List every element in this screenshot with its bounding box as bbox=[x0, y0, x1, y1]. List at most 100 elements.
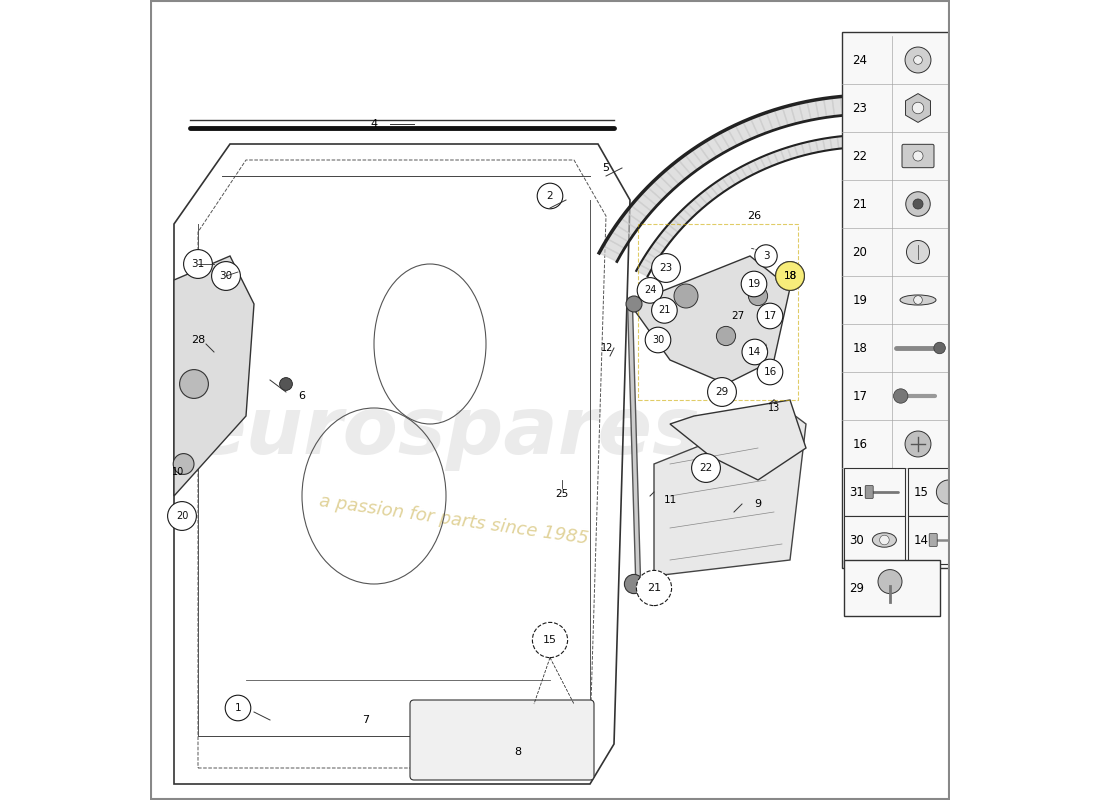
Text: 15: 15 bbox=[913, 486, 928, 498]
Polygon shape bbox=[999, 170, 1012, 185]
Circle shape bbox=[936, 480, 960, 504]
Polygon shape bbox=[723, 174, 735, 188]
Text: 9: 9 bbox=[755, 499, 761, 509]
Circle shape bbox=[893, 389, 907, 403]
Polygon shape bbox=[654, 400, 806, 576]
Text: 17: 17 bbox=[852, 390, 868, 402]
Circle shape bbox=[757, 359, 783, 385]
Text: 23: 23 bbox=[852, 102, 867, 114]
Polygon shape bbox=[1088, 199, 1100, 218]
Polygon shape bbox=[1016, 182, 1030, 196]
Text: 12: 12 bbox=[602, 343, 614, 353]
Circle shape bbox=[913, 199, 923, 209]
Polygon shape bbox=[851, 135, 859, 147]
FancyBboxPatch shape bbox=[930, 534, 937, 546]
Polygon shape bbox=[807, 100, 818, 120]
Polygon shape bbox=[774, 107, 789, 128]
Polygon shape bbox=[728, 170, 741, 185]
Polygon shape bbox=[735, 122, 751, 142]
Polygon shape bbox=[742, 118, 759, 139]
Polygon shape bbox=[1027, 190, 1041, 204]
Polygon shape bbox=[740, 164, 754, 178]
Polygon shape bbox=[859, 134, 867, 147]
Polygon shape bbox=[713, 133, 730, 153]
Polygon shape bbox=[942, 146, 953, 159]
Polygon shape bbox=[644, 253, 658, 265]
Polygon shape bbox=[750, 115, 766, 136]
Circle shape bbox=[532, 622, 568, 658]
Polygon shape bbox=[720, 129, 737, 149]
Text: 13: 13 bbox=[768, 403, 780, 413]
Circle shape bbox=[742, 339, 768, 365]
Circle shape bbox=[692, 454, 720, 482]
Polygon shape bbox=[1057, 219, 1071, 232]
Circle shape bbox=[537, 183, 563, 209]
Polygon shape bbox=[698, 141, 716, 161]
Polygon shape bbox=[898, 97, 907, 116]
Polygon shape bbox=[824, 98, 835, 118]
Polygon shape bbox=[815, 138, 825, 152]
Polygon shape bbox=[1016, 137, 1034, 157]
Circle shape bbox=[906, 241, 930, 263]
Polygon shape bbox=[959, 110, 974, 130]
Circle shape bbox=[651, 254, 681, 282]
FancyBboxPatch shape bbox=[842, 32, 954, 568]
Polygon shape bbox=[1036, 150, 1055, 170]
Circle shape bbox=[626, 296, 642, 312]
Text: 24: 24 bbox=[644, 286, 657, 295]
Text: 8: 8 bbox=[515, 747, 521, 757]
Polygon shape bbox=[603, 238, 625, 255]
FancyBboxPatch shape bbox=[950, 558, 1034, 616]
Text: 25: 25 bbox=[556, 490, 569, 499]
Polygon shape bbox=[1010, 133, 1027, 153]
Polygon shape bbox=[747, 161, 759, 174]
Polygon shape bbox=[648, 182, 668, 200]
Text: 16: 16 bbox=[852, 438, 868, 450]
Polygon shape bbox=[698, 190, 713, 204]
FancyBboxPatch shape bbox=[844, 468, 905, 516]
Text: 30: 30 bbox=[219, 271, 232, 281]
Polygon shape bbox=[1053, 214, 1067, 227]
Polygon shape bbox=[880, 135, 888, 147]
Polygon shape bbox=[767, 152, 779, 166]
FancyBboxPatch shape bbox=[908, 468, 969, 516]
Polygon shape bbox=[968, 154, 980, 169]
Polygon shape bbox=[626, 206, 647, 223]
Polygon shape bbox=[636, 193, 657, 211]
Polygon shape bbox=[901, 137, 910, 150]
Polygon shape bbox=[802, 142, 812, 155]
Circle shape bbox=[184, 250, 212, 278]
Circle shape bbox=[226, 695, 251, 721]
Polygon shape bbox=[631, 199, 651, 218]
Polygon shape bbox=[788, 146, 799, 159]
FancyBboxPatch shape bbox=[902, 144, 934, 168]
Polygon shape bbox=[874, 95, 882, 114]
FancyBboxPatch shape bbox=[844, 560, 939, 616]
Polygon shape bbox=[890, 96, 900, 115]
Polygon shape bbox=[600, 246, 620, 262]
Polygon shape bbox=[791, 103, 803, 123]
Polygon shape bbox=[1038, 199, 1052, 213]
Polygon shape bbox=[1072, 182, 1092, 200]
Ellipse shape bbox=[900, 295, 936, 305]
Polygon shape bbox=[678, 209, 692, 222]
Polygon shape bbox=[1066, 230, 1080, 242]
Polygon shape bbox=[767, 110, 781, 130]
Polygon shape bbox=[928, 102, 942, 122]
FancyBboxPatch shape bbox=[866, 486, 873, 498]
Polygon shape bbox=[1048, 209, 1063, 222]
Polygon shape bbox=[981, 161, 993, 174]
Text: 20: 20 bbox=[176, 511, 188, 521]
Polygon shape bbox=[996, 125, 1012, 146]
Text: 11: 11 bbox=[663, 495, 676, 505]
Circle shape bbox=[912, 102, 924, 114]
Polygon shape bbox=[928, 142, 938, 155]
Circle shape bbox=[748, 286, 768, 306]
Text: 27: 27 bbox=[732, 311, 745, 321]
Polygon shape bbox=[815, 98, 827, 118]
Text: 23: 23 bbox=[659, 263, 672, 273]
Text: a passion for parts since 1985: a passion for parts since 1985 bbox=[318, 492, 590, 548]
Circle shape bbox=[878, 570, 902, 594]
FancyBboxPatch shape bbox=[410, 700, 594, 780]
Polygon shape bbox=[679, 155, 697, 174]
